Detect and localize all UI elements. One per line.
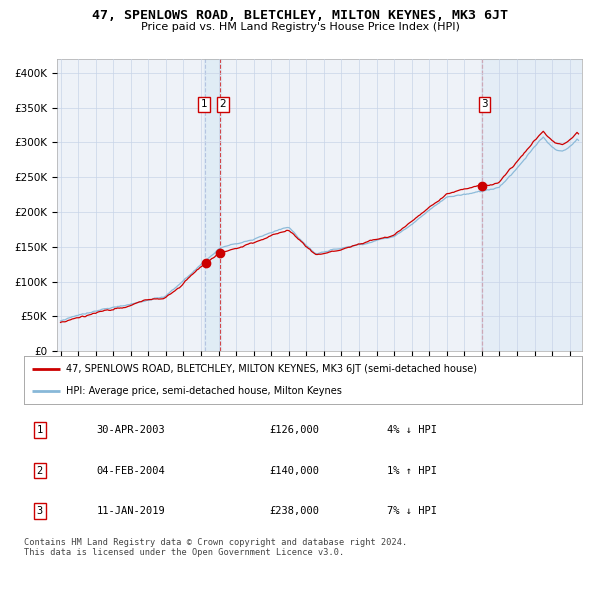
Text: 7% ↓ HPI: 7% ↓ HPI <box>387 506 437 516</box>
Text: 2: 2 <box>37 466 43 476</box>
Bar <box>205 59 221 351</box>
Text: 1: 1 <box>37 425 43 435</box>
Text: 30-APR-2003: 30-APR-2003 <box>97 425 165 435</box>
Text: 04-FEB-2004: 04-FEB-2004 <box>97 466 165 476</box>
Text: 3: 3 <box>37 506 43 516</box>
Text: 3: 3 <box>481 99 488 109</box>
Text: 11-JAN-2019: 11-JAN-2019 <box>97 506 165 516</box>
Text: £238,000: £238,000 <box>269 506 320 516</box>
Text: £126,000: £126,000 <box>269 425 320 435</box>
Text: 1% ↑ HPI: 1% ↑ HPI <box>387 466 437 476</box>
Text: HPI: Average price, semi-detached house, Milton Keynes: HPI: Average price, semi-detached house,… <box>66 386 342 396</box>
Text: 4% ↓ HPI: 4% ↓ HPI <box>387 425 437 435</box>
Text: Price paid vs. HM Land Registry's House Price Index (HPI): Price paid vs. HM Land Registry's House … <box>140 22 460 32</box>
Text: Contains HM Land Registry data © Crown copyright and database right 2024.
This d: Contains HM Land Registry data © Crown c… <box>24 538 407 558</box>
Bar <box>481 59 587 351</box>
Text: 47, SPENLOWS ROAD, BLETCHLEY, MILTON KEYNES, MK3 6JT: 47, SPENLOWS ROAD, BLETCHLEY, MILTON KEY… <box>92 9 508 22</box>
Text: £140,000: £140,000 <box>269 466 320 476</box>
Text: 47, SPENLOWS ROAD, BLETCHLEY, MILTON KEYNES, MK3 6JT (semi-detached house): 47, SPENLOWS ROAD, BLETCHLEY, MILTON KEY… <box>66 364 477 374</box>
Text: 1: 1 <box>200 99 207 109</box>
Text: 2: 2 <box>220 99 226 109</box>
